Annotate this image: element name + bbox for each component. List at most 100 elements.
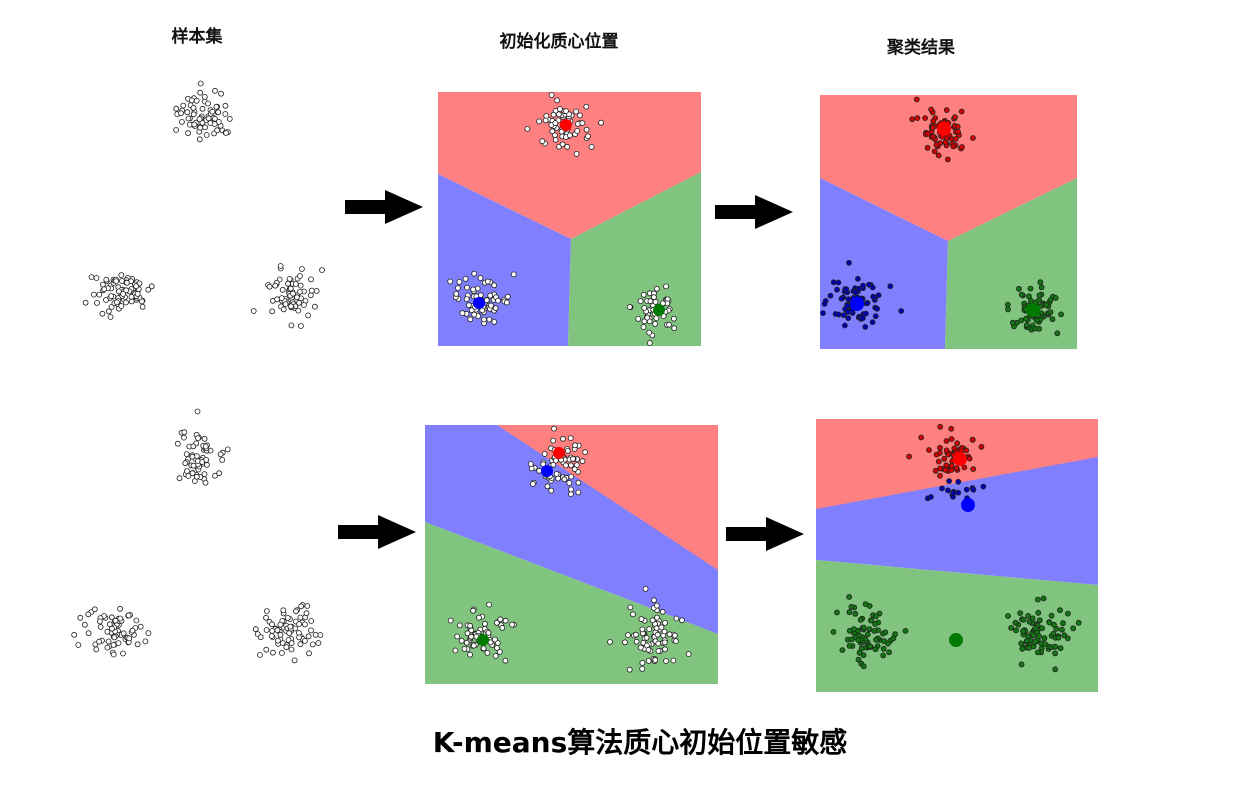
red-centroid: [953, 452, 967, 466]
sample-point: [224, 446, 231, 453]
sample-point: [185, 130, 192, 137]
data-point: [1036, 325, 1042, 332]
data-point: [1036, 292, 1043, 299]
data-point: [539, 138, 546, 145]
data-point: [955, 489, 962, 496]
data-point: [566, 480, 573, 486]
data-point: [453, 290, 460, 297]
sample-point: [173, 105, 180, 112]
sample-point: [197, 80, 204, 87]
data-point: [1030, 632, 1037, 639]
data-point: [653, 285, 660, 292]
green-centroid: [477, 634, 489, 646]
sample-point: [306, 650, 312, 657]
data-point: [955, 128, 961, 135]
data-point: [573, 150, 580, 157]
sample-point: [125, 612, 132, 619]
sample-point: [123, 299, 129, 306]
sample-point: [296, 621, 303, 627]
sample-point: [93, 646, 100, 653]
data-point: [885, 640, 891, 647]
data-point: [666, 631, 673, 638]
sample-point: [114, 299, 120, 306]
sample-point: [181, 429, 188, 436]
data-point: [1057, 607, 1063, 614]
data-point: [931, 148, 938, 155]
data-point: [1058, 311, 1064, 318]
data-point: [844, 302, 851, 309]
data-point: [948, 463, 955, 469]
sample-point: [296, 273, 303, 279]
data-point: [568, 473, 575, 480]
sample-point: [292, 281, 299, 287]
sample-point: [298, 603, 305, 610]
sample-point: [218, 90, 225, 97]
sample-point: [190, 443, 197, 450]
data-point: [961, 464, 968, 471]
data-point: [1048, 612, 1055, 619]
data-point: [935, 458, 942, 465]
sample-point: [174, 440, 181, 447]
sample-point: [191, 478, 198, 485]
data-point: [685, 651, 692, 657]
data-point: [638, 616, 645, 623]
data-point: [551, 425, 557, 432]
sample-point: [107, 314, 114, 320]
data-point: [633, 638, 640, 645]
data-point: [862, 323, 869, 330]
data-point: [552, 120, 559, 126]
sample-point: [303, 610, 310, 617]
sample-point: [308, 618, 315, 624]
data-point: [928, 493, 934, 500]
sample-point: [105, 308, 112, 315]
data-point: [840, 312, 847, 319]
data-point: [1036, 617, 1043, 624]
data-point: [583, 103, 590, 110]
data-point: [662, 646, 668, 653]
data-point: [549, 128, 556, 135]
sample-point: [180, 102, 187, 109]
sample-point: [288, 640, 295, 646]
sample-point: [277, 263, 284, 269]
data-point: [933, 451, 940, 458]
data-point: [552, 457, 559, 464]
data-point: [929, 124, 936, 131]
sample-point: [313, 287, 320, 294]
data-point: [598, 119, 604, 126]
data-point: [671, 315, 677, 322]
header-samples: 样本集: [172, 26, 224, 47]
data-point: [856, 649, 863, 656]
sample-point: [215, 109, 222, 116]
data-point: [1019, 645, 1026, 652]
sample-point: [124, 279, 130, 286]
sample-point: [189, 453, 196, 460]
sample-point: [201, 435, 208, 442]
data-point: [1035, 609, 1042, 616]
sample-point: [286, 630, 293, 637]
data-point: [870, 293, 876, 300]
row2-arrow-2: [726, 517, 804, 551]
sample-point: [268, 633, 275, 639]
data-point: [970, 135, 976, 141]
data-point: [1026, 618, 1033, 625]
row1-arrow-1: [345, 190, 423, 224]
sample-point: [263, 608, 270, 614]
data-point: [1016, 285, 1022, 292]
data-point: [930, 118, 937, 124]
sample-point: [71, 631, 78, 638]
data-point: [1070, 625, 1077, 632]
sample-point: [119, 278, 125, 284]
sample-point: [212, 472, 218, 479]
data-point: [867, 643, 873, 650]
data-point: [639, 666, 646, 672]
sample-point: [101, 286, 108, 293]
sample-point: [184, 109, 191, 116]
data-point: [497, 616, 504, 623]
data-point: [666, 321, 672, 328]
sample-point: [311, 303, 318, 310]
data-point: [635, 315, 642, 322]
data-point: [642, 586, 649, 592]
sample-point: [97, 624, 104, 630]
data-point: [1039, 625, 1045, 632]
data-point: [1046, 619, 1053, 626]
